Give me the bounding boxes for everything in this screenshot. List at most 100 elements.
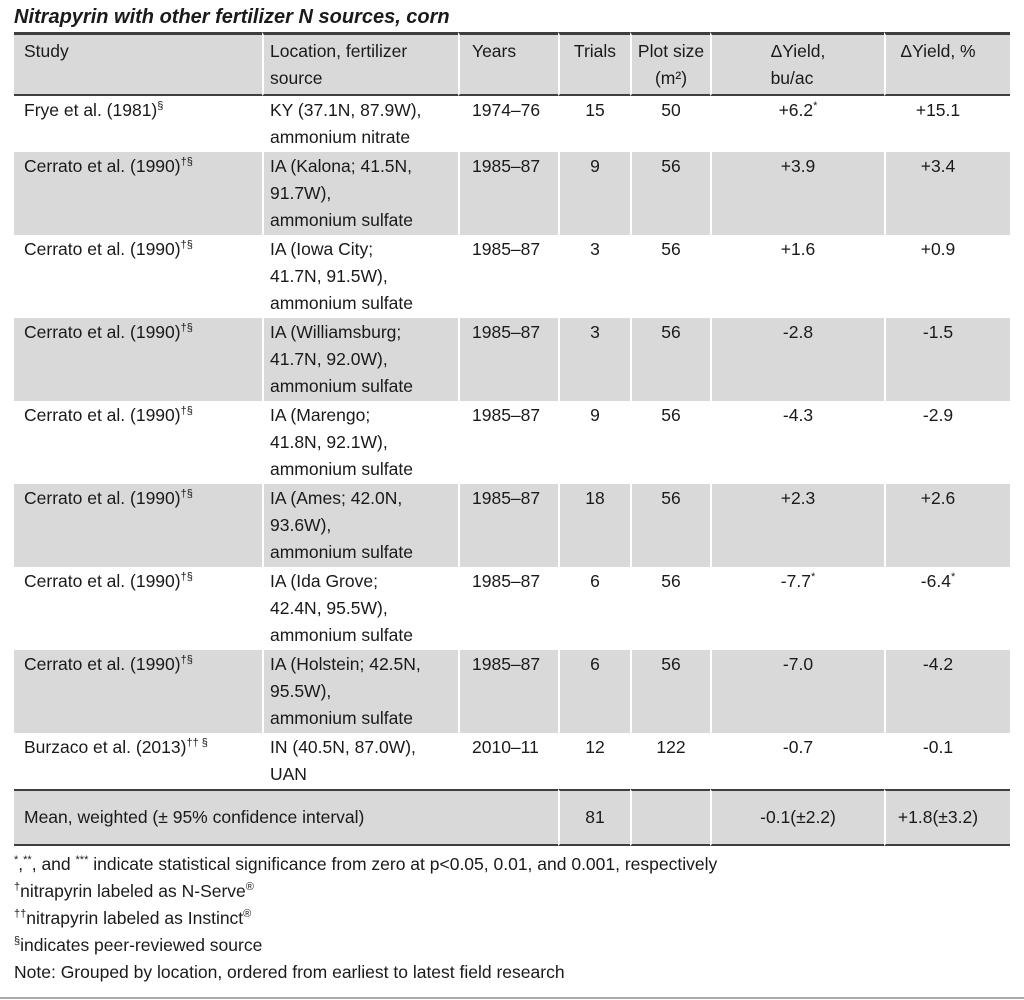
dyield-buac-significance: * — [813, 100, 818, 113]
dyield-buac-value: -4.3 — [782, 405, 814, 425]
asterisk-3-mark: *** — [75, 854, 89, 867]
table-body: Frye et al. (1981)§ KY (37.1N, 87.9W), a… — [14, 96, 1010, 789]
dyield-pct-value: -4.2 — [922, 654, 954, 674]
table-row: Cerrato et al. (1990)†§ IA (Ida Grove; 4… — [14, 567, 1010, 650]
years-cell: 1985–87 — [458, 235, 558, 318]
study-footnote-marks: § — [157, 100, 164, 113]
plot-size-cell: 56 — [630, 152, 710, 235]
table-row: Cerrato et al. (1990)†§ IA (Williamsburg… — [14, 318, 1010, 401]
location-cell: IA (Ida Grove; 42.4N, 95.5W), ammonium s… — [262, 567, 458, 650]
study-footnote-marks: †§ — [180, 405, 193, 418]
plot-size-cell: 56 — [630, 567, 710, 650]
registered-mark: ® — [243, 908, 252, 921]
header-row: Study Location, fertilizer source Years … — [14, 32, 1010, 96]
table-row: Frye et al. (1981)§ KY (37.1N, 87.9W), a… — [14, 96, 1010, 152]
dyield-buac-cell: -2.8 — [710, 318, 884, 401]
dyield-buac-value: -2.8 — [782, 322, 814, 342]
dyield-pct-value: +0.9 — [920, 239, 956, 259]
trials-cell: 9 — [558, 401, 630, 484]
table-row: Cerrato et al. (1990)†§ IA (Iowa City; 4… — [14, 235, 1010, 318]
years-cell: 1974–76 — [458, 96, 558, 152]
dyield-pct-value: +15.1 — [915, 100, 961, 120]
study-footnote-marks: †§ — [180, 156, 193, 169]
years-cell: 1985–87 — [458, 484, 558, 567]
table-row: Cerrato et al. (1990)†§ IA (Ames; 42.0N,… — [14, 484, 1010, 567]
study-name: Cerrato et al. (1990) — [24, 156, 181, 176]
dyield-pct-value: -1.5 — [922, 322, 954, 342]
location-cell: IA (Holstein; 42.5N, 95.5W), ammonium su… — [262, 650, 458, 733]
dagger-mark: † — [14, 881, 21, 894]
study-cell: Cerrato et al. (1990)†§ — [14, 401, 262, 484]
plot-size-cell: 56 — [630, 318, 710, 401]
location-cell: IA (Kalona; 41.5N, 91.7W), ammonium sulf… — [262, 152, 458, 235]
dyield-pct-significance: * — [950, 571, 956, 584]
study-footnote-marks: †§ — [180, 571, 193, 584]
dyield-buac-cell: +1.6 — [710, 235, 884, 318]
sig-text-1: , — [18, 854, 24, 874]
plot-size-cell: 122 — [630, 733, 710, 789]
footnotes: *,**, and *** indicate statistical signi… — [14, 851, 1010, 986]
study-name: Cerrato et al. (1990) — [24, 405, 181, 425]
asterisk-1-mark: * — [14, 854, 19, 867]
table-row: Cerrato et al. (1990)†§ IA (Marengo; 41.… — [14, 401, 1010, 484]
table-row: Cerrato et al. (1990)†§ IA (Kalona; 41.5… — [14, 152, 1010, 235]
section-mark: § — [14, 935, 21, 948]
table-row: Burzaco et al. (2013)†† § IN (40.5N, 87.… — [14, 733, 1010, 789]
mean-dyield-pct-cell: +1.8(±3.2) — [884, 789, 1010, 846]
col-header-plot-size: Plot size (m²) — [630, 32, 710, 96]
results-table: Study Location, fertilizer source Years … — [14, 32, 1010, 846]
location-cell: KY (37.1N, 87.9W), ammonium nitrate — [262, 96, 458, 152]
study-cell: Cerrato et al. (1990)†§ — [14, 567, 262, 650]
dyield-buac-value: -7.0 — [782, 654, 814, 674]
plot-size-cell: 56 — [630, 484, 710, 567]
study-name: Burzaco et al. (2013) — [24, 737, 187, 757]
study-name: Cerrato et al. (1990) — [24, 239, 181, 259]
dyield-pct-value: +2.6 — [920, 488, 956, 508]
footnote-nserve: †nitrapyrin labeled as N-Serve® — [14, 878, 1010, 905]
study-footnote-marks: †† § — [186, 737, 208, 750]
dyield-buac-significance: * — [810, 571, 816, 584]
dyield-pct-cell: -6.4* — [884, 567, 1010, 650]
trials-cell: 3 — [558, 318, 630, 401]
study-footnote-marks: †§ — [180, 488, 193, 501]
location-cell: IA (Iowa City; 41.7N, 91.5W), ammonium s… — [262, 235, 458, 318]
dyield-pct-cell: +15.1 — [884, 96, 1010, 152]
dyield-pct-cell: -2.9 — [884, 401, 1010, 484]
footnote-peer-reviewed: §indicates peer-reviewed source — [14, 932, 1010, 959]
dyield-pct-cell: -1.5 — [884, 318, 1010, 401]
trials-cell: 15 — [558, 96, 630, 152]
study-cell: Burzaco et al. (2013)†† § — [14, 733, 262, 789]
location-cell: IA (Marengo; 41.8N, 92.1W), ammonium sul… — [262, 401, 458, 484]
col-header-dyield-pct: ΔYield, % — [884, 32, 1010, 96]
mean-trials-cell: 81 — [558, 789, 630, 846]
footnote-instinct: ††nitrapyrin labeled as Instinct® — [14, 905, 1010, 932]
study-name: Cerrato et al. (1990) — [24, 654, 181, 674]
dyield-buac-value: +2.3 — [780, 488, 816, 508]
table-summary: Mean, weighted (± 95% confidence interva… — [14, 789, 1010, 846]
dyield-pct-cell: +3.4 — [884, 152, 1010, 235]
col-header-trials: Trials — [558, 32, 630, 96]
dyield-buac-cell: +2.3 — [710, 484, 884, 567]
years-cell: 1985–87 — [458, 318, 558, 401]
footnote-note: Note: Grouped by location, ordered from … — [14, 962, 565, 982]
years-cell: 1985–87 — [458, 650, 558, 733]
dyield-buac-value: +3.9 — [780, 156, 816, 176]
page-title: Nitrapyrin with other fertilizer N sourc… — [14, 6, 450, 28]
dyield-buac-cell: +3.9 — [710, 152, 884, 235]
dyield-pct-cell: +0.9 — [884, 235, 1010, 318]
peer-text: indicates peer-reviewed source — [20, 935, 263, 955]
dyield-buac-cell: -4.3 — [710, 401, 884, 484]
location-cell: IA (Ames; 42.0N, 93.6W), ammonium sulfat… — [262, 484, 458, 567]
plot-size-cell: 50 — [630, 96, 710, 152]
bottom-edge-rule — [0, 997, 1024, 999]
location-cell: IA (Williamsburg; 41.7N, 92.0W), ammoniu… — [262, 318, 458, 401]
mean-dyield-cell: -0.1(±2.2) — [710, 789, 884, 846]
instinct-text: nitrapyrin labeled as Instinct — [26, 908, 244, 928]
study-cell: Cerrato et al. (1990)†§ — [14, 152, 262, 235]
table-header: Study Location, fertilizer source Years … — [14, 32, 1010, 96]
col-header-dyield-buac: ΔYield, bu/ac — [710, 32, 884, 96]
study-name: Cerrato et al. (1990) — [24, 571, 181, 591]
trials-cell: 3 — [558, 235, 630, 318]
footnote-significance: *,**, and *** indicate statistical signi… — [14, 851, 1010, 878]
nserve-text: nitrapyrin labeled as N-Serve — [20, 881, 246, 901]
